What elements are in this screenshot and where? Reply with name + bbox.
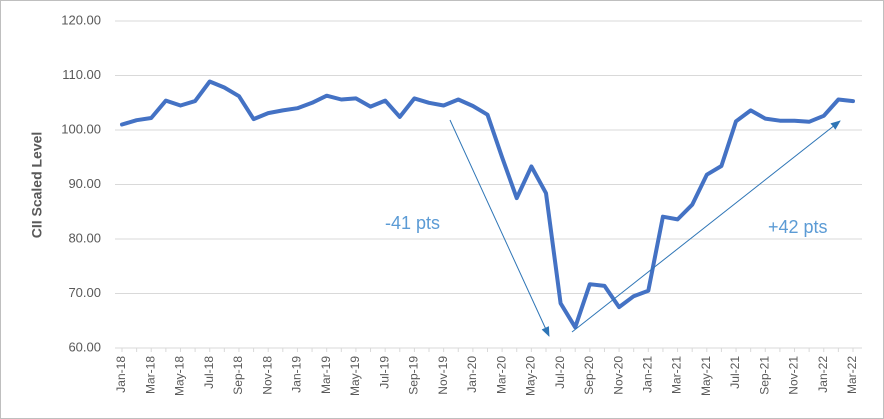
x-tick-label: Jan-19 <box>290 356 304 393</box>
x-tick-label: Mar-22 <box>845 356 859 394</box>
arrow-down <box>449 119 550 337</box>
y-axis-label: CII Scaled Level <box>29 132 45 239</box>
y-tick-label: 80.00 <box>68 230 101 245</box>
x-tick-label: Mar-21 <box>670 356 684 394</box>
x-tick-label: Nov-19 <box>436 356 450 395</box>
x-tick-label: Sep-18 <box>231 356 245 395</box>
x-tick-label: Jan-20 <box>465 356 479 393</box>
x-tick-label: Mar-20 <box>494 356 508 394</box>
x-tick-label: Sep-19 <box>407 356 421 395</box>
x-tick-label: May-21 <box>699 356 713 396</box>
x-tick-label: Nov-21 <box>787 356 801 395</box>
y-tick-label: 100.00 <box>61 121 101 136</box>
annotation: +42 pts <box>768 217 828 237</box>
y-tick-label: 90.00 <box>68 176 101 191</box>
x-tick-label: Nov-20 <box>611 356 625 395</box>
x-tick-label: Jul-20 <box>553 356 567 389</box>
x-tick-label: Jul-21 <box>728 356 742 389</box>
annotation: -41 pts <box>385 213 440 233</box>
x-tick-label: May-19 <box>348 356 362 396</box>
line-series <box>120 79 855 330</box>
y-tick-label: 120.00 <box>61 12 101 27</box>
x-tick-label: Jan-18 <box>114 356 128 393</box>
y-tick-label: 60.00 <box>68 339 101 354</box>
x-tick-label: May-20 <box>524 356 538 396</box>
x-tick-label: Nov-18 <box>260 356 274 395</box>
x-tick-label: Jul-18 <box>202 356 216 389</box>
x-tick-label: May-18 <box>173 356 187 396</box>
arrow-up <box>571 120 841 333</box>
x-tick-label: Mar-19 <box>319 356 333 394</box>
x-tick-label: Jul-19 <box>377 356 391 389</box>
x-tick-label: Jan-22 <box>816 356 830 393</box>
x-tick-label: Sep-20 <box>582 356 596 395</box>
x-tick-label: Jan-21 <box>640 356 654 393</box>
x-tick-label: Sep-21 <box>757 356 771 395</box>
x-tick-label: Mar-18 <box>143 356 157 394</box>
y-tick-label: 110.00 <box>62 67 101 82</box>
y-tick-label: 70.00 <box>68 285 101 300</box>
